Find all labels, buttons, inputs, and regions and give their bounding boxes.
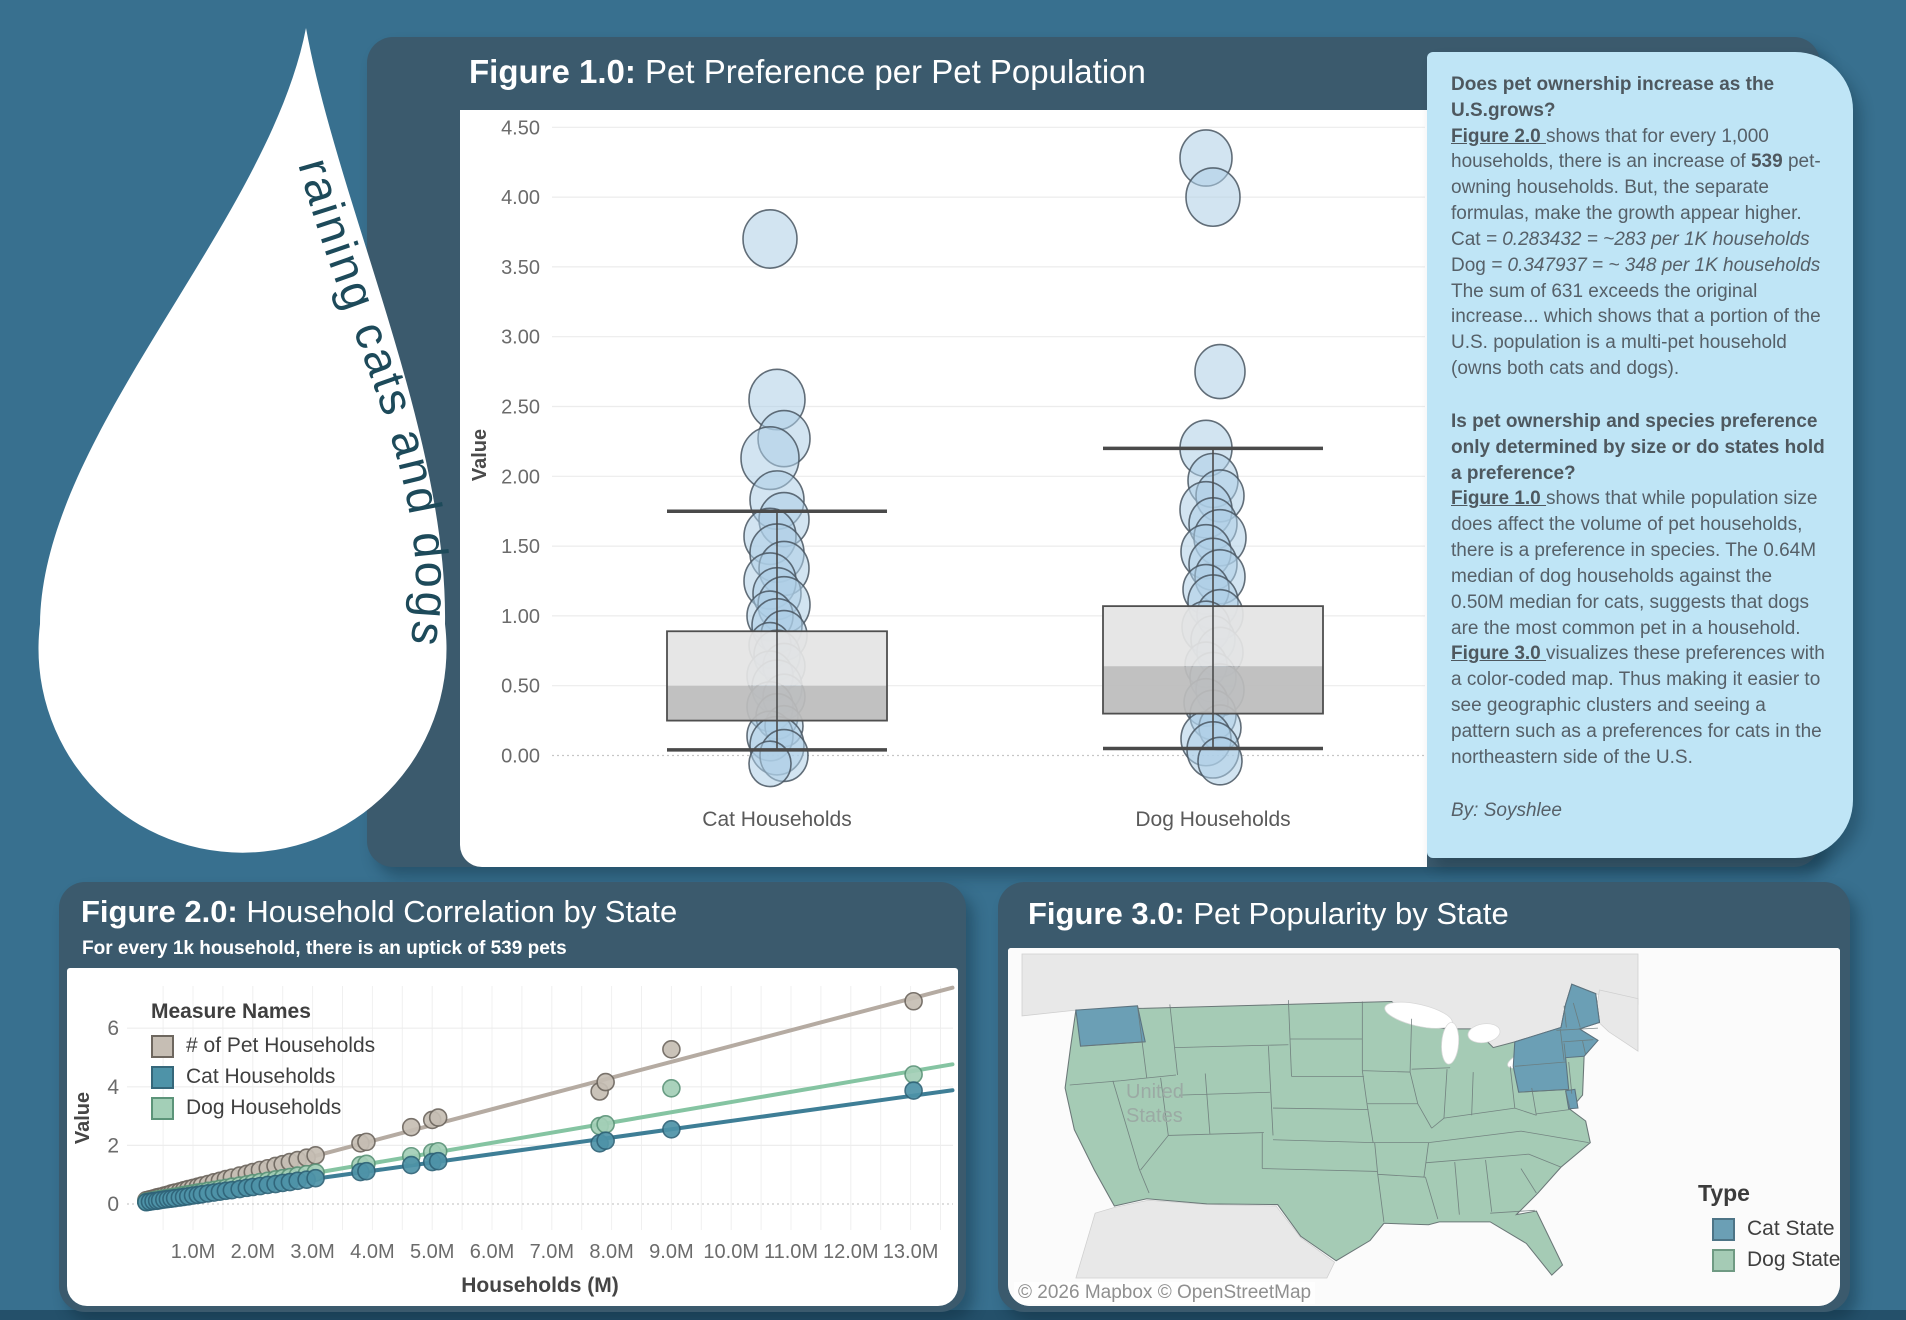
legend-label: Dog Households (186, 1096, 342, 1119)
legend-item-cat-state[interactable]: Cat State (1712, 1217, 1840, 1241)
legend-label: Cat Households (186, 1065, 336, 1088)
svg-text:1.50: 1.50 (501, 536, 540, 558)
svg-text:4.00: 4.00 (501, 187, 540, 209)
state-borders (1069, 1000, 1598, 1222)
figure2-subtitle: For every 1k household, there is an upti… (82, 938, 567, 959)
legend-label: Cat State (1747, 1217, 1835, 1240)
svg-text:2: 2 (107, 1134, 119, 1157)
svg-text:4: 4 (107, 1076, 119, 1099)
svg-text:2.0M: 2.0M (231, 1241, 275, 1263)
figure3-legend: Type Cat State Dog State (1698, 1180, 1840, 1279)
svg-text:13.0M: 13.0M (883, 1241, 939, 1263)
figure1-chart-area: 0.00 0.50 1.00 1.50 2.00 2.50 3.00 3.50 4.00 4.50… (460, 110, 1427, 867)
svg-text:2.50: 2.50 (501, 397, 540, 419)
svg-text:1.00: 1.00 (501, 606, 540, 628)
svg-text:4.50: 4.50 (501, 117, 540, 139)
figure1-ylabel: Value (469, 429, 491, 481)
cat-state-swatch (1712, 1217, 1735, 1241)
figure2-legend-title: Measure Names (151, 1000, 311, 1023)
svg-text:8.0M: 8.0M (589, 1241, 633, 1263)
legend-item-cat-households[interactable]: Cat Households (151, 1065, 375, 1089)
svg-text:12.0M: 12.0M (823, 1241, 879, 1263)
svg-text:9.0M: 9.0M (649, 1241, 693, 1263)
figure2-scatter[interactable]: 0 2 4 6 1.0M 2.0M 3.0M 4.0M 5.0M 6.0M 7.0M 8.0M 9.0M… (67, 968, 958, 1306)
analysis-notes-text: Does pet ownership increase as the U.S.g… (1451, 74, 1825, 821)
cat-box (666, 509, 888, 752)
legend-label: # of Pet Households (186, 1034, 376, 1057)
svg-text:2.00: 2.00 (501, 466, 540, 488)
figure3-map-area: United States Type Cat State Dog State ©… (1008, 948, 1840, 1306)
svg-text:0.50: 0.50 (501, 676, 540, 698)
cat-households-swatch (151, 1065, 174, 1089)
legend-item-dog-state[interactable]: Dog State (1712, 1248, 1840, 1272)
dog-state-swatch (1712, 1248, 1735, 1272)
figure3-legend-title: Type (1698, 1180, 1750, 1206)
pet-households-swatch (151, 1034, 174, 1058)
map-country-label: United States (1126, 1081, 1184, 1127)
figure2-ylabel: Value (72, 1092, 94, 1144)
mexico-land (1075, 1199, 1336, 1279)
svg-text:3.50: 3.50 (501, 257, 540, 279)
legend-item-dog-households[interactable]: Dog Households (151, 1096, 375, 1120)
figure3-title: Figure 3.0: Pet Popularity by State (1028, 896, 1509, 932)
figure2-panel: Figure 2.0: Household Correlation by Sta… (59, 882, 966, 1312)
figure2-title: Figure 2.0: Household Correlation by Sta… (81, 894, 677, 930)
figure3-title-prefix: Figure 3.0: (1028, 896, 1185, 931)
dog-households-swatch (151, 1096, 174, 1120)
svg-text:5.0M: 5.0M (410, 1241, 454, 1263)
figure2-legend: Measure Names # of Pet Households Cat Ho… (151, 1000, 375, 1127)
svg-text:6: 6 (107, 1017, 119, 1040)
us-choropleth-map[interactable] (1008, 948, 1840, 1306)
figure3-panel: Figure 3.0: Pet Popularity by State (998, 882, 1850, 1312)
svg-text:4.0M: 4.0M (350, 1241, 394, 1263)
analysis-notes-panel: Does pet ownership increase as the U.S.g… (1427, 52, 1853, 858)
svg-text:3.0M: 3.0M (290, 1241, 334, 1263)
cat-state-washington[interactable] (1075, 1005, 1146, 1047)
svg-text:0.00: 0.00 (501, 746, 540, 768)
svg-text:0: 0 (107, 1193, 119, 1216)
figure1-title-rest: Pet Preference per Pet Population (635, 53, 1146, 90)
svg-text:10.0M: 10.0M (703, 1241, 759, 1263)
figure1-boxplot[interactable]: 0.00 0.50 1.00 1.50 2.00 2.50 3.00 3.50 4.00 4.50… (460, 110, 1427, 867)
figure3-title-rest: Pet Popularity by State (1184, 896, 1509, 931)
figure2-chart-area: 0 2 4 6 1.0M 2.0M 3.0M 4.0M 5.0M 6.0M 7.0M 8.0M 9.0M… (67, 968, 958, 1306)
footer-bar (0, 1310, 1906, 1320)
figure1-category-label: Cat Households (702, 808, 851, 831)
figure1-category-label: Dog Households (1135, 808, 1290, 831)
scatter-points[interactable] (137, 991, 923, 1212)
figure2-title-rest: Household Correlation by State (237, 894, 678, 929)
figure2-title-prefix: Figure 2.0: (81, 894, 238, 929)
dog-box (1102, 446, 1324, 751)
svg-text:6.0M: 6.0M (470, 1241, 514, 1263)
svg-text:7.0M: 7.0M (530, 1241, 574, 1263)
figure1-title: Figure 1.0: Pet Preference per Pet Popul… (469, 53, 1146, 91)
legend-item-pet-households[interactable]: # of Pet Households (151, 1034, 375, 1058)
figure1-title-prefix: Figure 1.0: (469, 53, 636, 90)
legend-label: Dog State (1747, 1248, 1840, 1271)
svg-text:3.00: 3.00 (501, 327, 540, 349)
svg-text:1.0M: 1.0M (171, 1241, 215, 1263)
figure2-xlabel: Households (M) (461, 1274, 619, 1297)
svg-text:11.0M: 11.0M (764, 1241, 818, 1263)
map-attribution[interactable]: © 2026 Mapbox © OpenStreetMap (1014, 1282, 1316, 1304)
